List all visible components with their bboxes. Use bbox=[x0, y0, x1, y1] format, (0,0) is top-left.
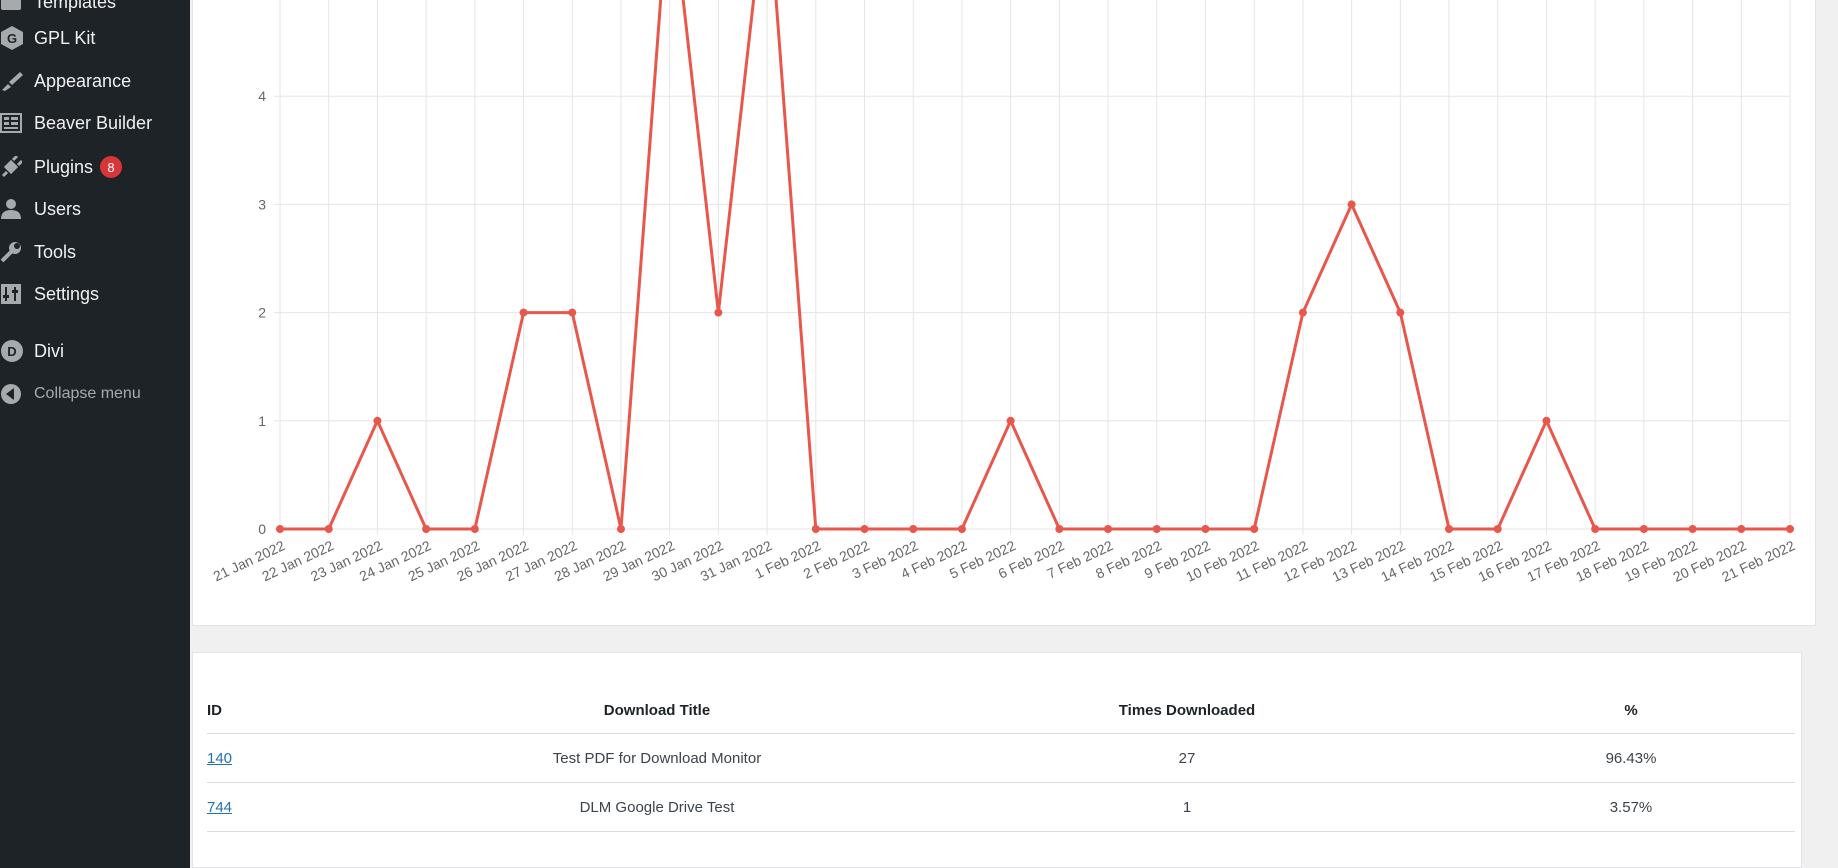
downloads-table-panel: ID Download Title Times Downloaded % 140… bbox=[192, 652, 1802, 868]
sidebar-item-label: GPL Kit bbox=[34, 27, 96, 48]
id-cell: 140 bbox=[207, 733, 407, 783]
times-column-header: Times Downloaded bbox=[907, 687, 1467, 734]
data-point[interactable] bbox=[1055, 525, 1064, 533]
sidebar-item-label: Users bbox=[34, 198, 82, 219]
sidebar-item-appearance[interactable]: Appearance bbox=[0, 61, 190, 101]
layout-grid-icon bbox=[0, 103, 34, 143]
data-point[interactable] bbox=[1786, 525, 1794, 533]
percent-cell: 96.43% bbox=[1467, 733, 1795, 783]
data-point[interactable] bbox=[909, 525, 918, 533]
downloads-table: ID Download Title Times Downloaded % 140… bbox=[207, 687, 1795, 832]
data-point[interactable] bbox=[373, 416, 382, 425]
y-tick-label: 4 bbox=[258, 88, 266, 104]
percent-cell: 3.57% bbox=[1467, 782, 1795, 832]
data-point[interactable] bbox=[714, 308, 723, 317]
data-point[interactable] bbox=[519, 308, 528, 317]
data-point[interactable] bbox=[860, 525, 869, 533]
data-point[interactable] bbox=[1152, 525, 1161, 533]
percent-column-header: % bbox=[1467, 687, 1795, 734]
admin-sidebar: Templates G GPL Kit Appearance Beaver Bu… bbox=[0, 0, 190, 868]
y-tick-label: 1 bbox=[258, 413, 266, 429]
data-point[interactable] bbox=[1347, 200, 1356, 209]
sidebar-item-divi[interactable]: D Divi bbox=[0, 331, 190, 371]
sidebar-item-gpl-kit[interactable]: G GPL Kit bbox=[0, 18, 190, 58]
sidebar-item-label: Appearance bbox=[34, 70, 132, 91]
user-icon bbox=[0, 189, 34, 229]
data-point[interactable] bbox=[1493, 525, 1502, 533]
paintbrush-icon bbox=[0, 61, 34, 101]
y-tick-label: 0 bbox=[258, 521, 266, 537]
data-point[interactable] bbox=[1542, 416, 1551, 425]
svg-text:G: G bbox=[7, 31, 17, 46]
data-point[interactable] bbox=[1445, 525, 1454, 533]
y-tick-label: 3 bbox=[258, 196, 266, 212]
data-point[interactable] bbox=[1201, 525, 1210, 533]
times-cell: 1 bbox=[907, 782, 1467, 832]
data-point[interactable] bbox=[568, 308, 577, 317]
plug-icon bbox=[0, 147, 34, 187]
sidebar-item-tools[interactable]: Tools bbox=[0, 232, 190, 272]
download-id-link[interactable]: 744 bbox=[207, 798, 233, 816]
svg-text:D: D bbox=[7, 344, 16, 359]
y-tick-label: 2 bbox=[258, 305, 266, 321]
sidebar-item-templates[interactable]: Templates bbox=[0, 0, 190, 22]
sidebar-item-beaver-builder[interactable]: Beaver Builder bbox=[0, 103, 190, 143]
sidebar-item-label: Settings bbox=[34, 283, 100, 304]
data-point[interactable] bbox=[324, 525, 333, 533]
gpl-kit-icon: G bbox=[0, 18, 34, 58]
data-point[interactable] bbox=[957, 525, 966, 533]
sidebar-item-users[interactable]: Users bbox=[0, 189, 190, 229]
sidebar-item-label: Divi bbox=[34, 340, 64, 361]
data-point[interactable] bbox=[811, 525, 820, 533]
sidebar-item-label: Tools bbox=[34, 241, 77, 262]
sidebar-item-label: Templates bbox=[34, 0, 117, 12]
title-cell: DLM Google Drive Test bbox=[407, 782, 907, 832]
download-id-link[interactable]: 140 bbox=[207, 749, 233, 767]
data-point[interactable] bbox=[1298, 308, 1307, 317]
sidebar-item-label: Beaver Builder bbox=[34, 112, 153, 133]
data-point[interactable] bbox=[1591, 525, 1600, 533]
title-cell: Test PDF for Download Monitor bbox=[407, 733, 907, 783]
divi-icon: D bbox=[0, 331, 34, 371]
data-point[interactable] bbox=[422, 525, 431, 533]
data-point[interactable] bbox=[1104, 525, 1113, 533]
plugins-update-badge: 8 bbox=[100, 156, 123, 178]
id-column-header: ID bbox=[207, 687, 407, 734]
data-point[interactable] bbox=[1688, 525, 1697, 533]
sidebar-item-plugins[interactable]: Plugins 8 bbox=[0, 147, 190, 187]
collapse-arrow-icon bbox=[0, 374, 34, 414]
downloads-series-line bbox=[280, 0, 1790, 531]
times-cell: 27 bbox=[907, 733, 1467, 783]
wrench-icon bbox=[0, 232, 34, 272]
data-point[interactable] bbox=[1639, 525, 1648, 533]
data-point[interactable] bbox=[276, 525, 284, 533]
sidebar-item-settings[interactable]: Settings bbox=[0, 274, 190, 314]
templates-icon bbox=[0, 0, 34, 22]
collapse-menu-button[interactable]: Collapse menu bbox=[0, 374, 190, 414]
sidebar-item-label: Plugins bbox=[34, 156, 94, 177]
data-point[interactable] bbox=[616, 525, 625, 533]
downloads-chart-panel: 0 1 2 3 4 21 Jan 2022 22 Jan 2022 23 Jan 2022 24… bbox=[192, 0, 1816, 626]
data-point[interactable] bbox=[470, 525, 479, 533]
id-cell: 744 bbox=[207, 782, 407, 832]
data-point[interactable] bbox=[1006, 416, 1015, 425]
data-point[interactable] bbox=[1396, 308, 1405, 317]
data-point[interactable] bbox=[1737, 525, 1746, 533]
title-column-header: Download Title bbox=[407, 687, 907, 734]
table-header-row: ID Download Title Times Downloaded % bbox=[207, 687, 1795, 734]
collapse-menu-label: Collapse menu bbox=[34, 385, 141, 402]
sliders-icon bbox=[0, 274, 34, 314]
table-row: 140 Test PDF for Download Monitor 27 96.… bbox=[207, 733, 1795, 783]
table-row: 744 DLM Google Drive Test 1 3.57% bbox=[207, 782, 1795, 832]
data-point[interactable] bbox=[1250, 525, 1259, 533]
